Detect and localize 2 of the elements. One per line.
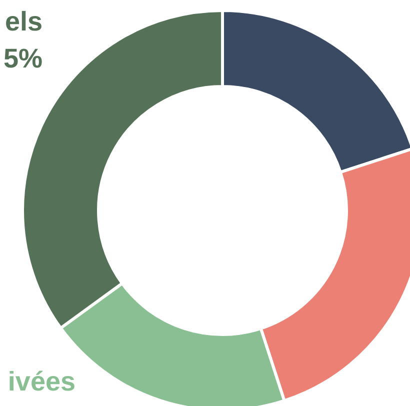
text: ivées [8, 366, 76, 396]
text: els 5% [3, 6, 43, 74]
